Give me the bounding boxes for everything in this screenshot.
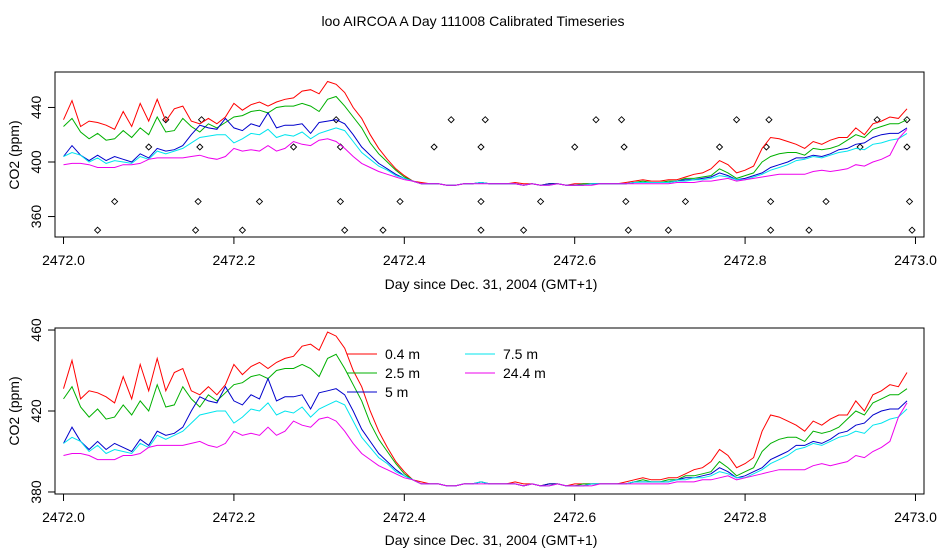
diamond-marker <box>767 226 775 234</box>
top-x-tick-label: 2472.6 <box>553 252 596 268</box>
diamond-marker <box>238 226 247 234</box>
diamond-marker <box>620 143 628 151</box>
diamond-marker <box>519 226 528 234</box>
bottom-y-axis-label: CO2 (ppm) <box>6 376 22 445</box>
diamond-marker <box>536 197 545 206</box>
diamond-marker <box>664 226 673 234</box>
diamond-marker <box>93 226 102 234</box>
diamond-marker <box>477 143 485 151</box>
legend-label: 7.5 m <box>503 346 538 362</box>
bottom-series-line-2-5-m <box>63 353 908 487</box>
diamond-marker <box>481 116 489 124</box>
diamond-marker <box>191 226 200 234</box>
diamond-marker <box>447 116 455 124</box>
diamond-marker <box>715 143 724 151</box>
top-x-tick-label: 2473.0 <box>894 252 937 268</box>
diamond-marker <box>111 197 119 206</box>
diamond-marker <box>592 116 600 124</box>
top-y-tick-label: 400 <box>28 150 44 174</box>
diamond-marker <box>822 197 830 206</box>
diamond-marker <box>617 116 626 124</box>
top-y-axis: 360 400 440 <box>28 96 56 229</box>
diamond-marker <box>571 143 579 151</box>
bottom-x-tick-label: 2472.6 <box>553 509 596 525</box>
diamond-marker <box>194 197 202 206</box>
top-x-tick-label: 2472.4 <box>383 252 426 268</box>
figure-title: loo AIRCOA A Day 111008 Calibrated Times… <box>322 13 625 29</box>
diamond-marker <box>908 226 916 234</box>
bottom-y-axis: 380 420 460 <box>28 318 56 504</box>
bottom-y-tick-label: 420 <box>28 399 44 423</box>
bottom-x-tick-label: 2473.0 <box>894 509 937 525</box>
bottom-series-line-24-4-m <box>63 402 908 487</box>
diamond-marker <box>341 226 349 234</box>
bottom-plot-frame <box>54 327 925 495</box>
diamond-marker <box>681 197 690 206</box>
bottom-y-tick-label: 380 <box>28 480 44 504</box>
diamond-marker <box>196 143 204 151</box>
bottom-y-tick-label: 460 <box>28 318 44 342</box>
top-series-line-24-4-m <box>63 128 908 186</box>
top-plot-frame <box>54 71 925 238</box>
diamond-marker <box>903 116 911 124</box>
legend-label: 0.4 m <box>385 346 420 362</box>
bottom-x-tick-label: 2472.4 <box>383 509 426 525</box>
diamond-marker <box>905 197 914 206</box>
diamond-marker <box>767 197 775 206</box>
diamond-marker <box>396 197 404 206</box>
diamond-marker <box>477 197 485 206</box>
diamond-marker <box>624 226 633 234</box>
legend-label: 2.5 m <box>385 365 420 381</box>
top-x-tick-label: 2472.2 <box>212 252 255 268</box>
top-x-tick-label: 2472.8 <box>724 252 767 268</box>
diamond-marker <box>805 226 813 234</box>
bottom-x-tick-label: 2472.0 <box>42 509 85 525</box>
legend-label: 5 m <box>385 384 408 400</box>
top-x-tick-label: 2472.0 <box>42 252 85 268</box>
top-chart-panel: 2472.0 2472.2 2472.4 2472.6 2472.8 2473.0 360… <box>6 71 937 292</box>
bottom-x-axis: 2472.0 2472.2 2472.4 2472.6 2472.8 2473.0 <box>42 493 937 525</box>
diamond-marker <box>336 197 345 206</box>
diamond-marker <box>903 143 911 151</box>
bottom-x-tick-label: 2472.2 <box>212 509 255 525</box>
diamond-marker <box>289 143 298 151</box>
diamond-marker <box>765 116 773 124</box>
bottom-chart-panel: 2472.0 2472.2 2472.4 2472.6 2472.8 2473.0 380… <box>6 318 937 548</box>
top-series-line-0-4-m <box>63 80 908 186</box>
legend-label: 24.4 m <box>503 365 546 381</box>
bottom-series-line-0-4-m <box>63 331 908 487</box>
diamond-marker <box>430 143 438 151</box>
top-series-line-2-5-m <box>63 95 908 186</box>
top-series-line-7-5-m <box>63 127 908 186</box>
top-diamond-markers <box>93 116 916 234</box>
top-series-lines <box>63 80 908 186</box>
top-x-axis: 2472.0 2472.2 2472.4 2472.6 2472.8 2473.0 <box>42 236 937 268</box>
top-y-tick-label: 360 <box>28 205 44 229</box>
bottom-series-lines <box>63 331 908 487</box>
diamond-marker <box>732 116 741 124</box>
diamond-marker <box>477 226 485 234</box>
diamond-marker <box>332 116 340 124</box>
top-y-tick-label: 440 <box>28 96 44 120</box>
bottom-x-axis-label: Day since Dec. 31, 2004 (GMT+1) <box>385 532 598 548</box>
diamond-marker <box>255 197 264 206</box>
bottom-x-tick-label: 2472.8 <box>724 509 767 525</box>
top-y-axis-label: CO2 (ppm) <box>6 120 22 189</box>
diamond-marker <box>622 197 630 206</box>
diamond-marker <box>379 226 387 234</box>
bottom-series-line-7-5-m <box>63 400 908 487</box>
diamond-marker <box>856 143 864 151</box>
top-x-axis-label: Day since Dec. 31, 2004 (GMT+1) <box>385 276 598 292</box>
diamond-marker <box>145 143 153 151</box>
legend: 0.4 m 2.5 m 5 m 7.5 m 24.4 m <box>347 346 546 400</box>
